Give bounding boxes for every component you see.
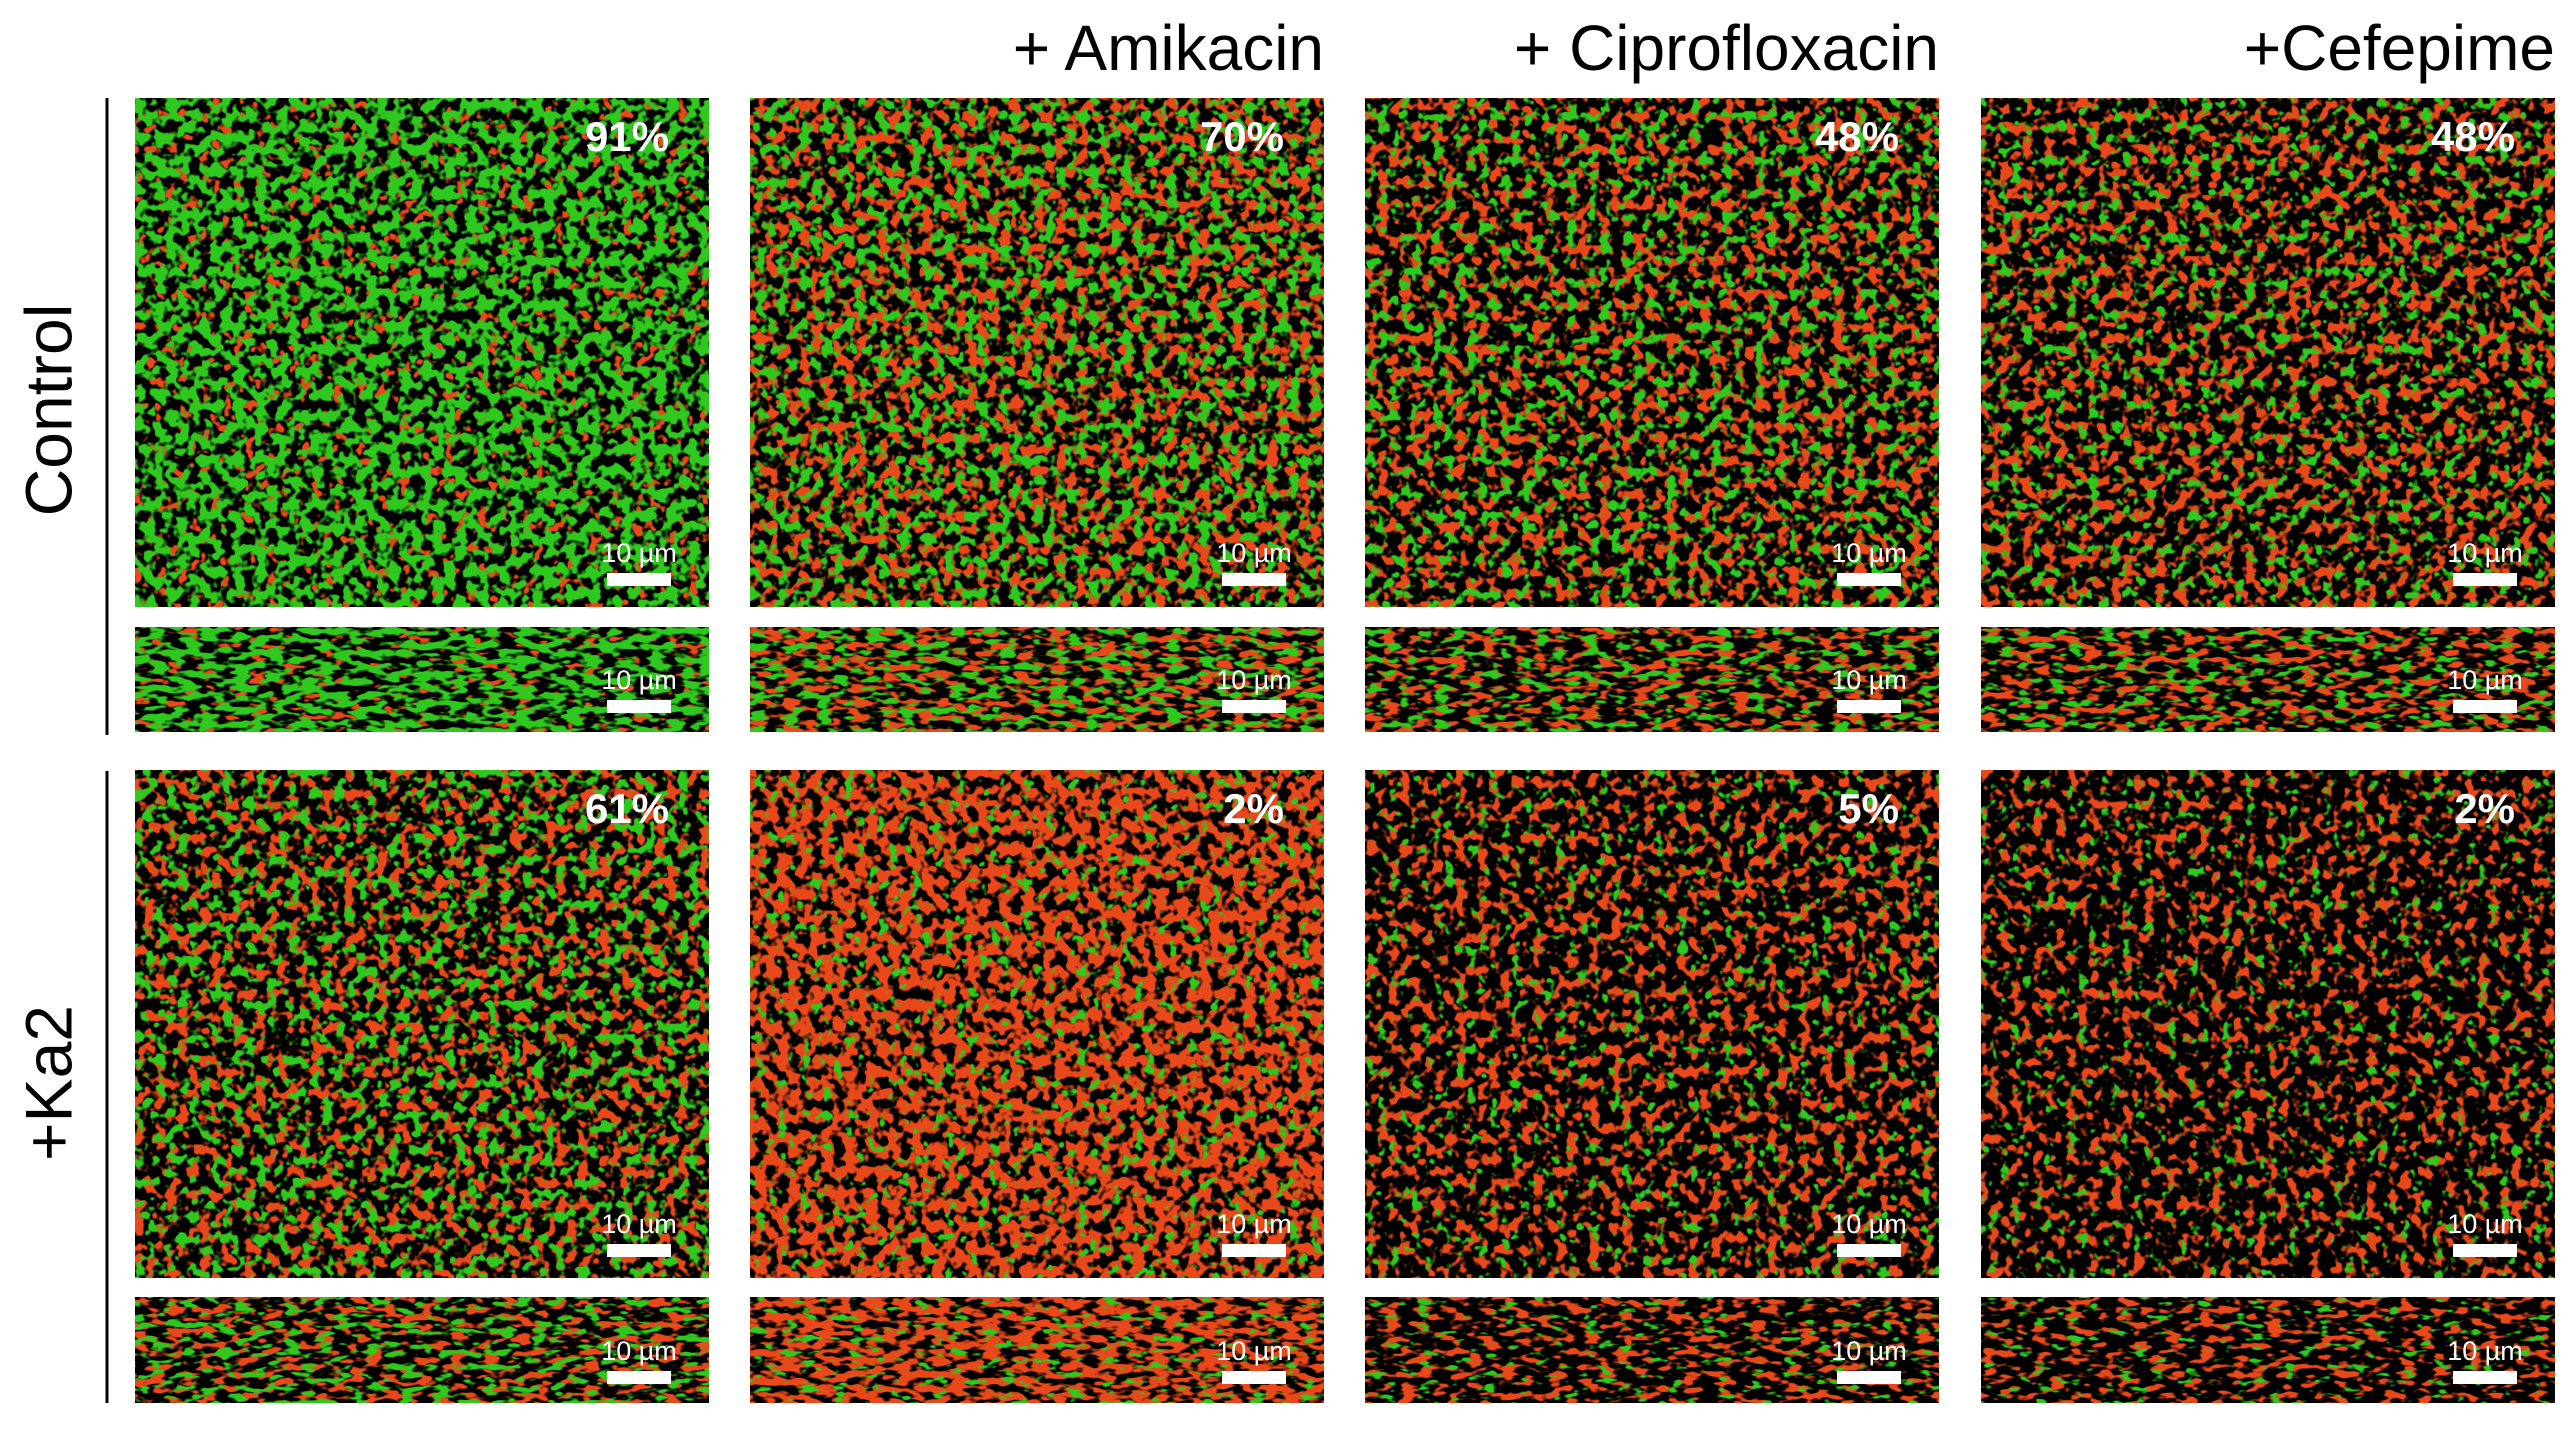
- micrograph: [1365, 1297, 1939, 1403]
- scale-bar-label: 10 µm: [1216, 1336, 1292, 1366]
- scale-bar: [2453, 1371, 2517, 1384]
- scale-bar-label: 10 µm: [1831, 665, 1907, 695]
- scale-bar: [1222, 1244, 1286, 1257]
- scale-bar-label: 10 µm: [1216, 538, 1292, 568]
- scale-bar: [2453, 573, 2517, 586]
- micrograph: [1981, 1297, 2555, 1403]
- micrograph: [1981, 98, 2555, 607]
- scale-bar-label: 10 µm: [1831, 1336, 1907, 1366]
- row-label: +Ka2: [11, 1005, 85, 1161]
- percent-label: 2%: [1223, 785, 1284, 832]
- percent-label: 2%: [2454, 785, 2515, 832]
- scale-bar-label: 10 µm: [1831, 538, 1907, 568]
- column-header: + Ciprofloxacin: [1514, 12, 1939, 84]
- scale-bar: [1222, 700, 1286, 713]
- scale-bar: [1222, 1371, 1286, 1384]
- percent-label: 48%: [1815, 113, 1899, 160]
- micrograph: [750, 1297, 1324, 1403]
- scale-bar: [607, 1244, 671, 1257]
- scale-bar: [1837, 573, 1901, 586]
- scale-bar-label: 10 µm: [1216, 665, 1292, 695]
- micrograph: [750, 98, 1324, 607]
- scale-bar-label: 10 µm: [1831, 1209, 1907, 1239]
- scale-bar-label: 10 µm: [601, 1336, 677, 1366]
- micrograph: [135, 98, 709, 607]
- percent-label: 70%: [1200, 113, 1284, 160]
- micrograph: [1981, 770, 2555, 1278]
- column-header: +Cefepime: [2244, 12, 2555, 84]
- percent-label: 61%: [585, 785, 669, 832]
- percent-label: 5%: [1838, 785, 1899, 832]
- micrograph: [135, 1297, 709, 1403]
- scale-bar-label: 10 µm: [601, 665, 677, 695]
- scale-bar-label: 10 µm: [601, 538, 677, 568]
- column-header: + Amikacin: [1013, 12, 1324, 84]
- row-label: Control: [11, 304, 85, 517]
- scale-bar-label: 10 µm: [2447, 1209, 2523, 1239]
- micrograph: [135, 770, 709, 1278]
- scale-bar: [1837, 700, 1901, 713]
- micrograph: [1365, 627, 1939, 732]
- micrograph: [750, 627, 1324, 732]
- scale-bar-label: 10 µm: [2447, 1336, 2523, 1366]
- scale-bar: [607, 573, 671, 586]
- scale-bar: [1837, 1371, 1901, 1384]
- scale-bar-label: 10 µm: [601, 1209, 677, 1239]
- scale-bar: [607, 1371, 671, 1384]
- micrograph: [750, 770, 1324, 1278]
- percent-label: 91%: [585, 113, 669, 160]
- scale-bar: [607, 700, 671, 713]
- micrograph: [135, 627, 709, 732]
- scale-bar: [2453, 700, 2517, 713]
- scale-bar-label: 10 µm: [1216, 1209, 1292, 1239]
- scale-bar-label: 10 µm: [2447, 665, 2523, 695]
- scale-bar: [1837, 1244, 1901, 1257]
- scale-bar: [2453, 1244, 2517, 1257]
- scale-bar: [1222, 573, 1286, 586]
- micrograph: [1981, 627, 2555, 732]
- scale-bar-label: 10 µm: [2447, 538, 2523, 568]
- micrograph: [1365, 770, 1939, 1278]
- micrograph: [1365, 98, 1939, 607]
- percent-label: 48%: [2431, 113, 2515, 160]
